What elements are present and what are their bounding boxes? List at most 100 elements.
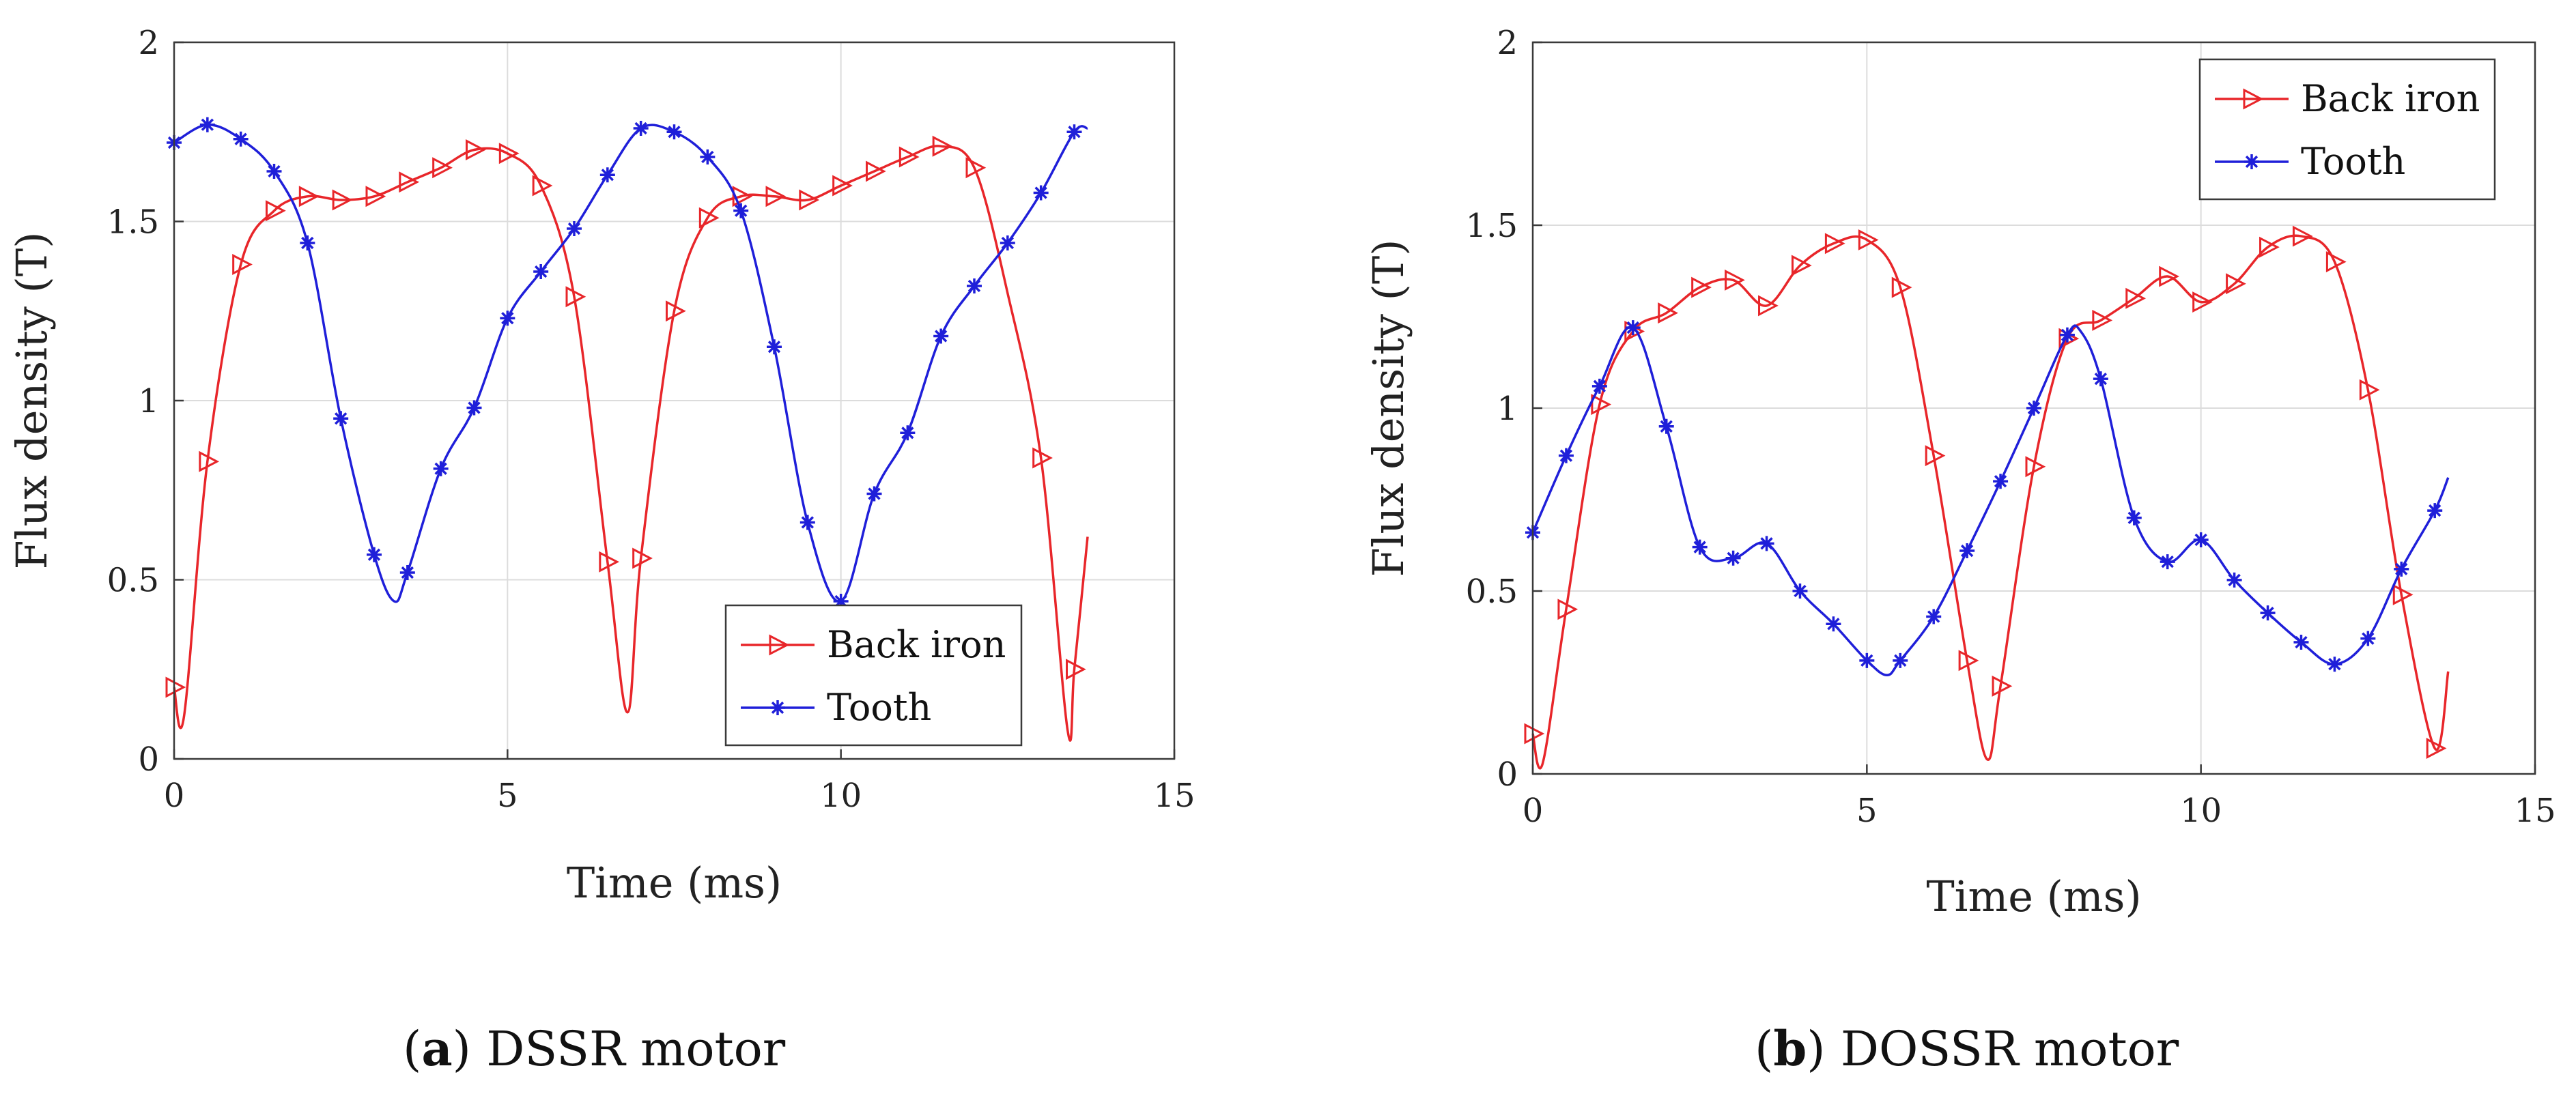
data-point (666, 300, 686, 322)
legend-marker (2244, 154, 2259, 169)
data-point (700, 149, 716, 164)
data-point (2159, 265, 2179, 287)
data-point (1725, 550, 1741, 566)
legend: Back iron Tooth (2198, 58, 2496, 201)
data-point (2292, 225, 2313, 247)
data-point (2126, 510, 2142, 526)
y-tick-label: 0.5 (1466, 573, 1518, 611)
y-tick-label: 2 (138, 24, 159, 62)
data-point (433, 461, 449, 476)
data-point (965, 157, 987, 179)
data-point (866, 160, 886, 182)
data-point (633, 121, 649, 136)
data-point (2427, 503, 2443, 519)
data-point (1925, 445, 1946, 467)
data-point (698, 207, 720, 229)
data-point (300, 235, 315, 250)
data-point (932, 135, 953, 157)
y-tick-label: 1.5 (1466, 207, 1518, 245)
data-point (1824, 233, 1845, 255)
caption-a: (a) DSSR motor (403, 1020, 786, 1077)
data-point (866, 486, 882, 502)
data-point (1758, 295, 1779, 317)
data-point (2226, 273, 2246, 295)
data-point (2092, 309, 2113, 331)
data-point (1858, 229, 1879, 250)
x-tick-label: 10 (820, 777, 862, 815)
data-point (898, 146, 920, 168)
data-point (2059, 327, 2075, 343)
data-point (2025, 456, 2046, 478)
legend: Back iron Tooth (724, 604, 1023, 747)
series-tooth (167, 117, 1088, 609)
data-point (233, 131, 249, 147)
data-point (1591, 378, 1607, 394)
y-tick-label: 0.5 (107, 562, 159, 600)
legend-marker (769, 634, 790, 656)
data-point (1792, 584, 1808, 599)
data-point (1891, 276, 1912, 298)
data-point (1692, 539, 1708, 555)
data-point (2226, 572, 2242, 588)
series-line (173, 145, 1089, 742)
series-back-iron (1524, 225, 2450, 770)
data-point (933, 328, 949, 344)
y-tick-label: 2 (1497, 24, 1518, 62)
data-point (1959, 543, 1975, 559)
data-point (500, 311, 515, 326)
data-point (399, 171, 420, 193)
data-point (266, 200, 286, 222)
series-line (1531, 324, 2450, 677)
data-point (2193, 532, 2209, 547)
x-axis-label: Time (ms) (1926, 872, 2141, 921)
legend-box (2198, 58, 2496, 201)
data-point (565, 286, 586, 308)
legend-box (724, 604, 1023, 747)
series-back-iron (165, 135, 1089, 742)
y-tick-label: 1 (1497, 390, 1518, 428)
data-point (1926, 609, 1942, 624)
data-point (767, 339, 782, 355)
data-point (2192, 291, 2213, 313)
legend-marker (2243, 88, 2264, 110)
data-point (1859, 652, 1875, 668)
data-point (799, 515, 815, 530)
data-point (900, 425, 916, 441)
data-point (2327, 657, 2343, 672)
data-point (498, 143, 520, 164)
caption-b-text: ) DOSSR motor (1807, 1021, 2179, 1077)
data-point (1958, 650, 1979, 672)
data-point (432, 157, 453, 179)
data-point (2394, 561, 2409, 577)
legend-label: Back iron (2301, 77, 2480, 120)
y-tick-label: 1.5 (107, 203, 159, 242)
data-point (1557, 599, 1579, 620)
data-point (765, 186, 787, 207)
series-line (1531, 234, 2450, 770)
data-point (967, 278, 982, 293)
data-point (1992, 675, 2013, 697)
data-point (2325, 251, 2347, 273)
data-point (833, 594, 849, 609)
caption-a-text: ) DSSR motor (452, 1021, 786, 1077)
data-point (1558, 448, 1574, 463)
data-point (399, 565, 415, 580)
data-point (599, 551, 620, 573)
data-point (332, 189, 353, 211)
data-point (2259, 236, 2280, 258)
data-point (567, 221, 582, 236)
x-axis-label: Time (ms) (567, 858, 782, 908)
x-tick-label: 15 (2514, 792, 2556, 830)
legend-label: Tooth (827, 686, 931, 729)
data-point (2426, 738, 2447, 759)
y-tick-label: 1 (138, 382, 159, 420)
data-point (2093, 371, 2108, 387)
data-point (533, 264, 549, 279)
data-point (799, 189, 820, 211)
chart-b: 0 5 10 15 0 0.5 1 1.5 2 Time (ms) Flux density (T)… (1363, 24, 2556, 921)
data-point (2359, 379, 2380, 401)
x-tick-label: 5 (1856, 792, 1878, 830)
data-point (1658, 418, 1674, 434)
data-point (333, 411, 349, 427)
